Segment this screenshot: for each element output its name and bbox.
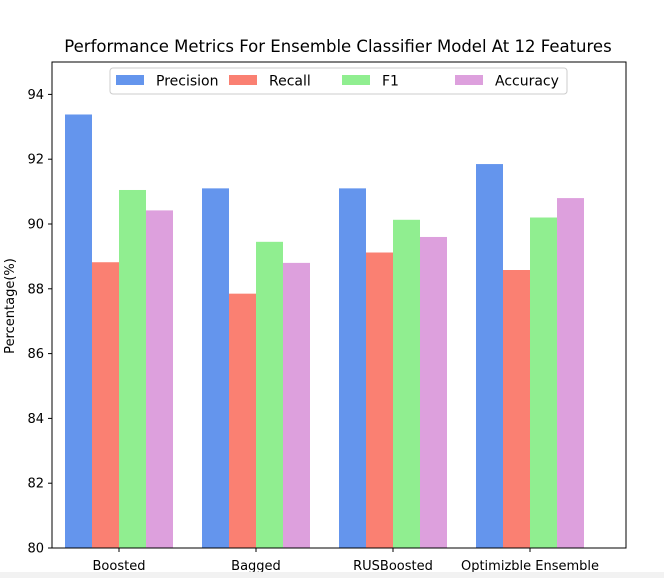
x-tick-label: Boosted bbox=[93, 559, 146, 574]
bar-recall bbox=[229, 293, 256, 548]
y-tick-label: 92 bbox=[27, 153, 44, 168]
y-tick-label: 86 bbox=[27, 347, 44, 362]
bar-accuracy bbox=[420, 236, 447, 548]
bar-precision bbox=[476, 164, 503, 548]
y-tick-label: 94 bbox=[27, 88, 44, 103]
bar-precision bbox=[339, 188, 366, 549]
legend-label-recall: Recall bbox=[269, 74, 311, 90]
bar-precision bbox=[202, 188, 229, 549]
bars-group bbox=[65, 114, 584, 549]
bar-accuracy bbox=[557, 198, 584, 548]
bar-f1 bbox=[119, 189, 146, 549]
y-axis-ticks: 80 82 84 86 88 90 92 94 bbox=[27, 88, 52, 557]
x-tick-label: Optimizble Ensemble bbox=[461, 559, 599, 574]
y-tick-label: 90 bbox=[27, 218, 44, 233]
bar-f1 bbox=[393, 219, 420, 548]
bar-recall bbox=[503, 270, 530, 548]
y-tick-label: 84 bbox=[27, 412, 44, 427]
x-tick-label: Bagged bbox=[231, 559, 281, 574]
bar-accuracy bbox=[283, 262, 310, 548]
x-axis-ticks: Boosted Bagged RUSBoosted Optimizble Ensemb… bbox=[93, 548, 599, 574]
bar-f1 bbox=[256, 241, 283, 548]
bar-recall bbox=[92, 262, 119, 548]
y-axis-label: Percentage(%) bbox=[3, 258, 18, 354]
legend: Precision Recall F1 Accuracy bbox=[109, 67, 568, 95]
bar-recall bbox=[366, 252, 393, 548]
legend-swatch-recall bbox=[229, 75, 257, 85]
y-tick-label: 88 bbox=[27, 282, 44, 297]
y-tick-label: 80 bbox=[27, 542, 44, 557]
bar-accuracy bbox=[146, 210, 173, 548]
bar-f1 bbox=[530, 217, 557, 548]
bar-precision bbox=[65, 114, 92, 548]
legend-swatch-f1 bbox=[342, 75, 370, 85]
legend-label-accuracy: Accuracy bbox=[495, 74, 559, 90]
legend-label-precision: Precision bbox=[156, 74, 218, 90]
legend-frame bbox=[109, 67, 568, 95]
chart-title: Performance Metrics For Ensemble Classif… bbox=[64, 37, 611, 56]
y-tick-label: 82 bbox=[27, 477, 44, 492]
legend-swatch-accuracy bbox=[455, 75, 483, 85]
bottom-strip bbox=[0, 572, 664, 578]
x-tick-label: RUSBoosted bbox=[353, 559, 433, 574]
plot-frame bbox=[51, 61, 627, 549]
legend-swatch-precision bbox=[116, 75, 144, 85]
legend-label-f1: F1 bbox=[382, 74, 399, 90]
